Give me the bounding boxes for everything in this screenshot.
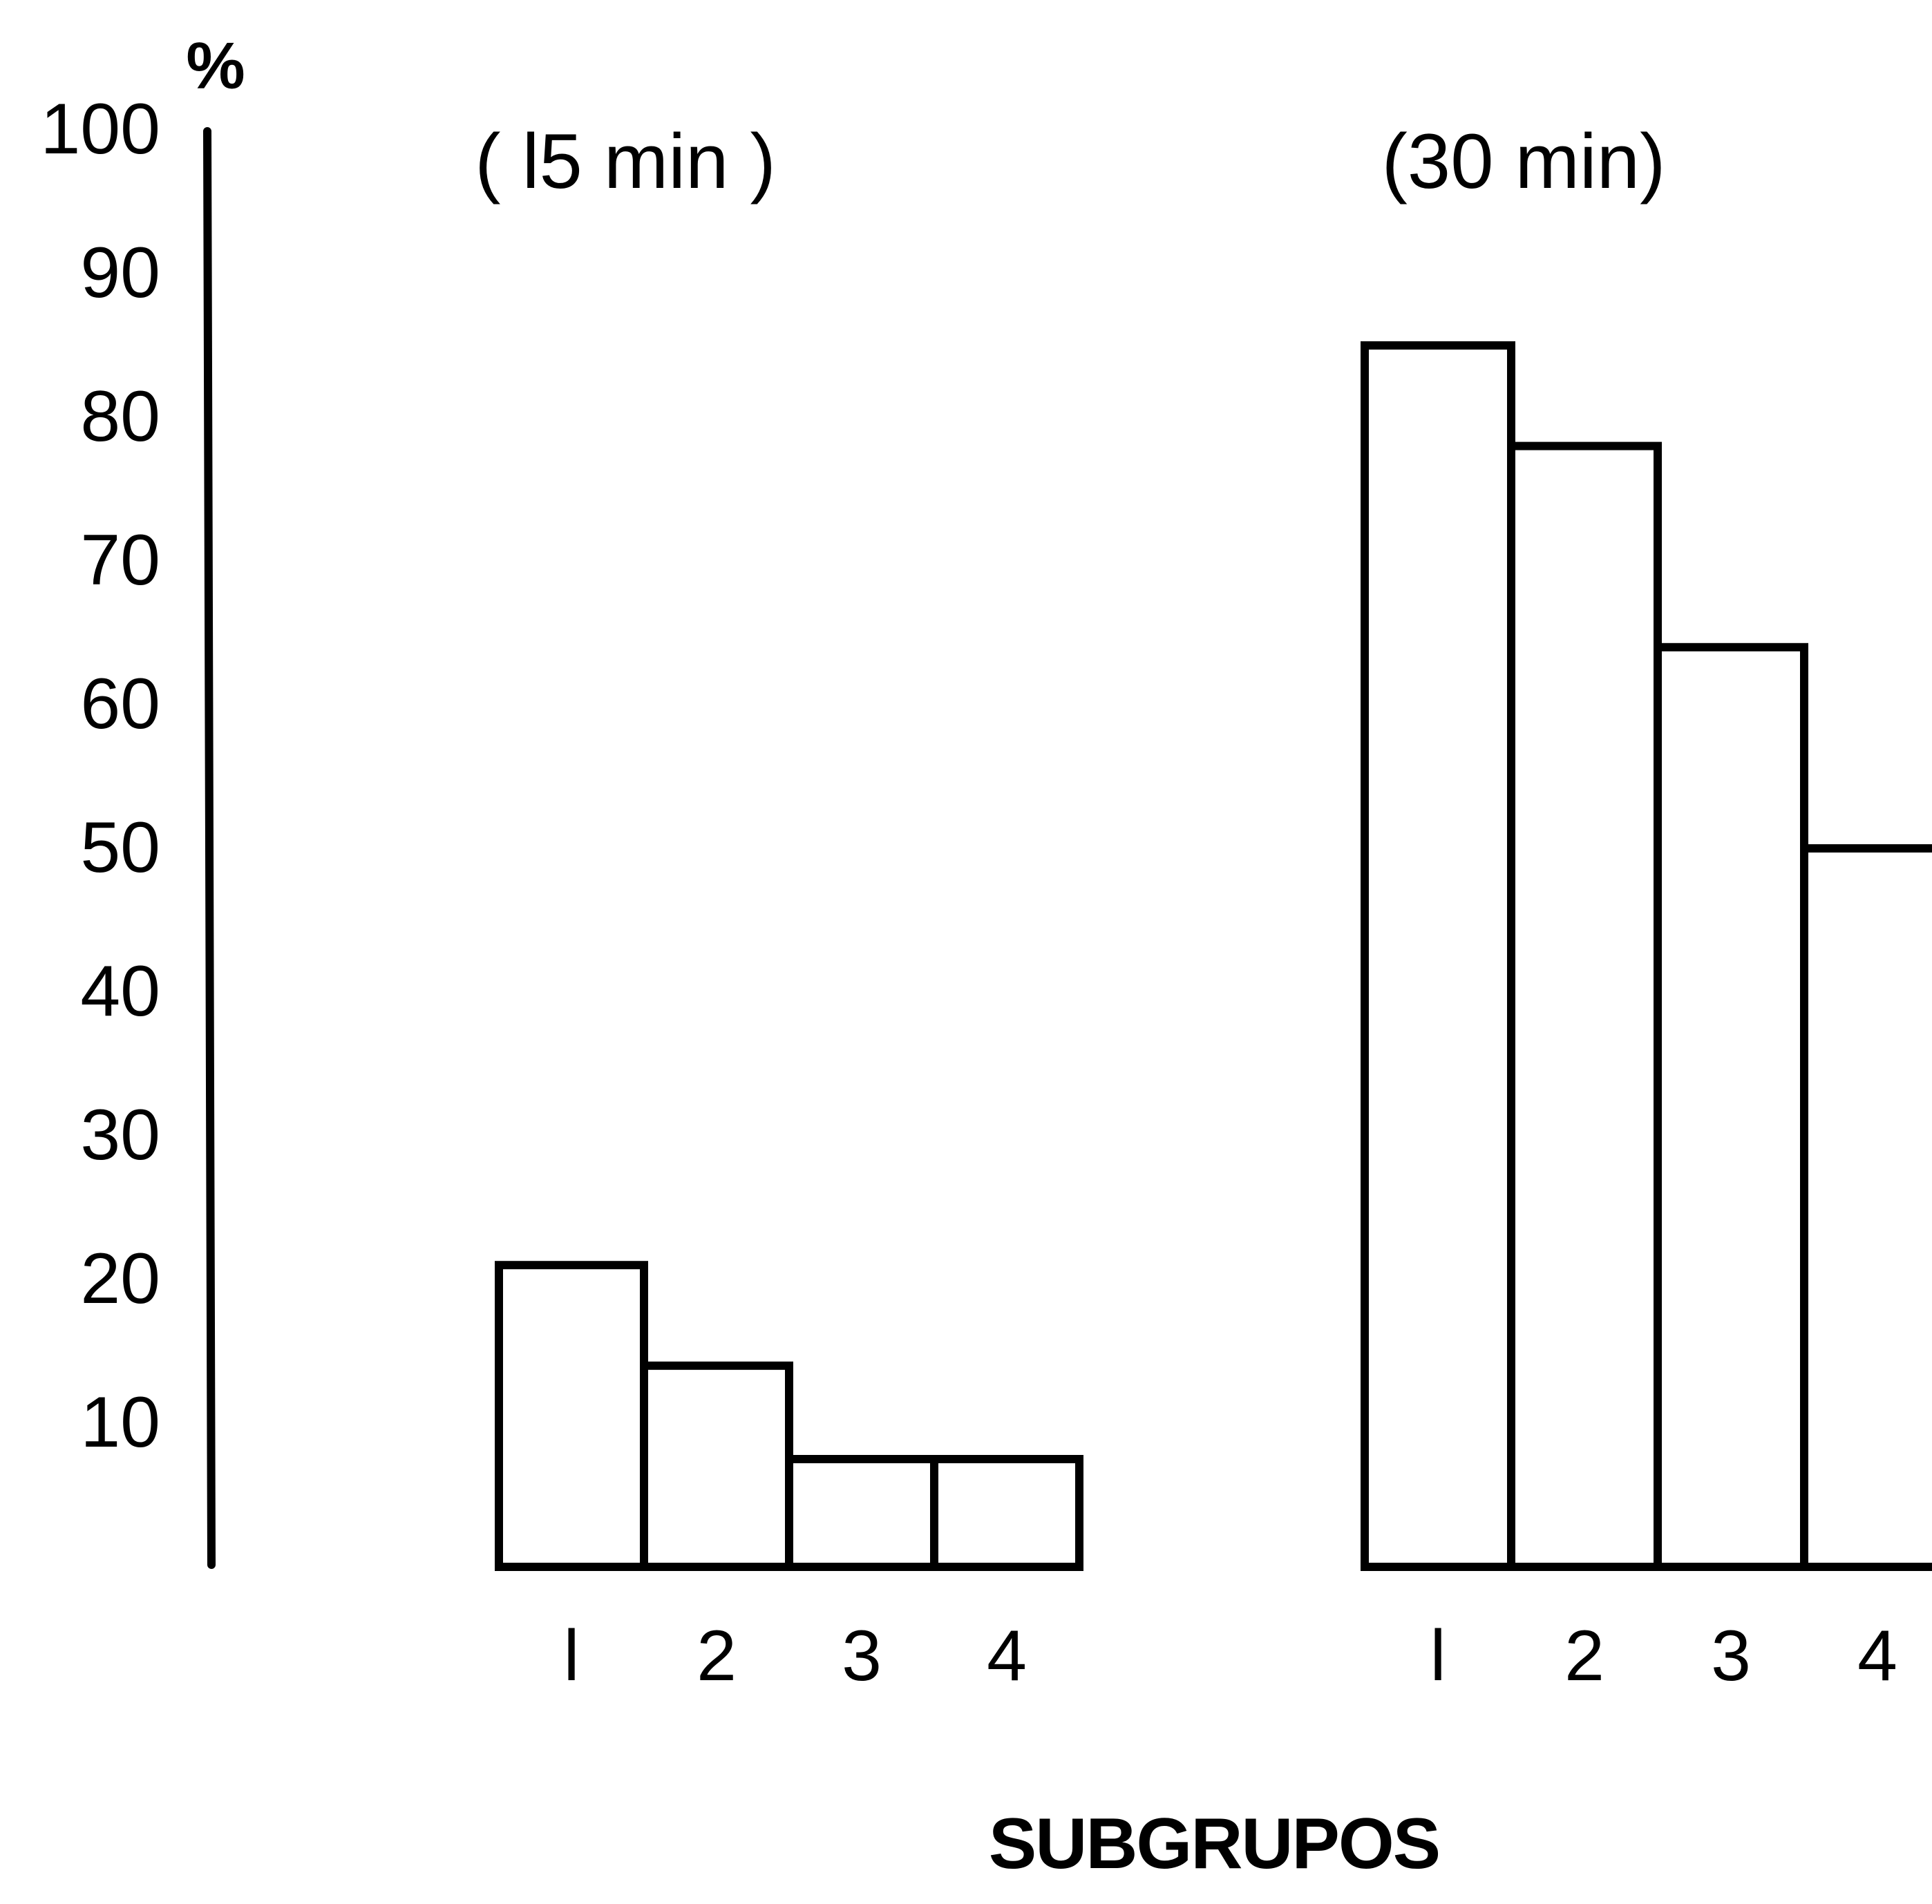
bar xyxy=(495,1261,648,1571)
x-tick-label: l xyxy=(563,1616,579,1696)
chart-panels: ( l5 min ) l 2 3 4 (30 min) l 2 3 4 xyxy=(475,118,1932,1696)
y-axis: % xyxy=(186,29,245,1569)
y-tick-label: 50 xyxy=(80,808,160,888)
x-tick-label: l xyxy=(1430,1616,1446,1696)
bar xyxy=(640,1361,793,1572)
bar xyxy=(1800,844,1932,1571)
y-tick-labels: 100 90 80 70 60 50 40 30 20 10 xyxy=(40,89,160,1463)
y-tick-label: 20 xyxy=(80,1239,160,1319)
y-tick-label: 100 xyxy=(40,89,160,169)
y-tick-label: 10 xyxy=(80,1382,160,1463)
panel-title: ( l5 min ) xyxy=(475,118,776,204)
y-axis-unit-label: % xyxy=(186,29,245,103)
x-tick-label: 4 xyxy=(987,1616,1027,1696)
bar xyxy=(1361,341,1515,1571)
y-tick-label: 80 xyxy=(80,377,160,457)
x-tick-label: 3 xyxy=(1711,1616,1751,1696)
y-tick-label: 90 xyxy=(80,233,160,313)
x-tick-label: 3 xyxy=(842,1616,882,1696)
y-tick-label: 70 xyxy=(80,520,160,600)
x-tick-label: 2 xyxy=(697,1616,737,1696)
y-tick-label: 60 xyxy=(80,664,160,744)
y-tick-label: 40 xyxy=(80,951,160,1031)
bar xyxy=(785,1455,938,1571)
bar xyxy=(930,1455,1083,1571)
x-tick-label: 2 xyxy=(1564,1616,1604,1696)
chart-panel-2: (30 min) l 2 3 4 xyxy=(1361,118,1932,1696)
y-tick-label: 30 xyxy=(80,1095,160,1175)
x-tick-label: 4 xyxy=(1857,1616,1897,1696)
panel-title: (30 min) xyxy=(1382,118,1666,204)
chart-panel-1: ( l5 min ) l 2 3 4 xyxy=(475,118,1083,1696)
bar xyxy=(1654,642,1808,1571)
x-axis-title: SUBGRUPOS xyxy=(989,1804,1439,1884)
bar xyxy=(1507,441,1662,1571)
y-axis-line xyxy=(203,127,216,1569)
